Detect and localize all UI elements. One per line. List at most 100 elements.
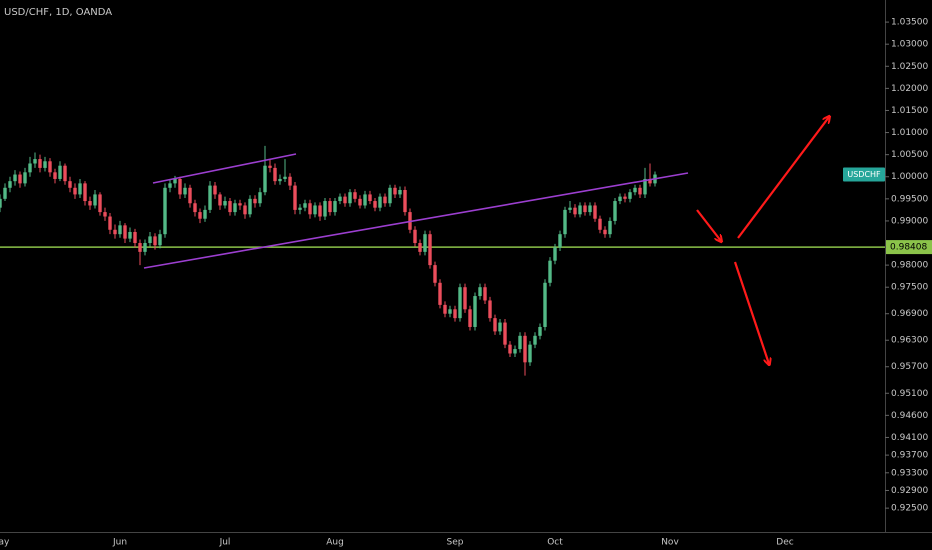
candle-body <box>618 196 622 202</box>
x-tick-label: Dec <box>776 538 793 548</box>
candle-body <box>138 243 142 252</box>
candle-body <box>38 159 42 168</box>
candle-body <box>123 225 127 239</box>
candle-body <box>333 201 337 213</box>
candle-body <box>208 185 212 210</box>
candle-body <box>553 247 557 261</box>
candle-body <box>368 194 372 202</box>
candle-body <box>148 236 152 244</box>
candle-body <box>313 205 317 215</box>
candle-body <box>143 243 147 252</box>
candle-body <box>218 194 222 206</box>
y-tick-label: 0.93300 <box>891 468 928 478</box>
candle-body <box>388 187 392 204</box>
y-tick-label: 1.03500 <box>891 18 928 28</box>
candle-body <box>23 172 27 184</box>
candle-body <box>543 282 547 327</box>
candle-body <box>328 201 332 213</box>
candle-body <box>398 190 402 195</box>
candle-body <box>298 207 302 210</box>
candle-body <box>303 203 307 208</box>
y-tick-label: 0.92500 <box>891 504 928 514</box>
candle-body <box>63 165 67 182</box>
candle-body <box>263 165 267 193</box>
y-tick-label: 1.01500 <box>891 106 928 116</box>
candle-body <box>18 174 22 184</box>
chart-title: USD/CHF, 1D, OANDA <box>4 7 112 18</box>
candle-body <box>228 201 232 213</box>
candle-body <box>418 243 422 252</box>
candle-body <box>58 165 62 179</box>
candle-body <box>613 201 617 221</box>
candle-body <box>503 322 507 345</box>
x-tick-label: Aug <box>326 538 344 548</box>
candle-body <box>383 196 387 204</box>
candle-body <box>323 201 327 217</box>
y-tick-label: 1.02000 <box>891 84 928 94</box>
candle-body <box>113 229 117 235</box>
candle-body <box>293 185 297 210</box>
candle-body <box>598 218 602 230</box>
candle-body <box>178 178 182 195</box>
candle-body <box>558 234 562 248</box>
candle-body <box>258 192 262 204</box>
candle-body <box>473 296 477 327</box>
candle-body <box>488 300 492 319</box>
y-tick-label: 0.95100 <box>891 389 928 399</box>
candle-body <box>533 335 537 345</box>
x-tick-label: Nov <box>661 538 679 548</box>
y-tick-label: 0.92900 <box>891 486 928 496</box>
candle-body <box>353 192 357 199</box>
candle-body <box>428 234 432 266</box>
candle-body <box>478 287 482 297</box>
candle-body <box>163 187 167 235</box>
candle-body <box>8 181 12 188</box>
candle-body <box>288 176 292 186</box>
y-tick-label: 1.02500 <box>891 62 928 72</box>
candle-body <box>583 205 587 213</box>
candle-body <box>278 178 282 182</box>
candle-body <box>318 205 322 217</box>
candle-body <box>538 326 542 336</box>
candle-body <box>373 201 377 208</box>
candle-body <box>108 216 112 230</box>
y-tick-label: 1.00500 <box>891 150 928 160</box>
x-tick-label: May <box>0 538 10 548</box>
x-tick-label: Sep <box>447 538 464 548</box>
candle-body <box>498 322 502 332</box>
candle-body <box>563 209 567 235</box>
candle-body <box>0 198 2 208</box>
arrow <box>696 209 721 241</box>
candle-body <box>268 165 272 168</box>
candle-body <box>573 207 577 215</box>
candle-body <box>88 201 92 206</box>
candle-body <box>78 183 82 195</box>
candle-body <box>68 181 72 188</box>
candle-body <box>628 192 632 199</box>
y-tick-label: 0.97500 <box>891 283 928 293</box>
candle-body <box>548 260 552 283</box>
level-label: 0.98408 <box>890 243 927 253</box>
candle-body <box>463 287 467 310</box>
candle-body <box>3 187 7 199</box>
candle-body <box>413 229 417 244</box>
candle-body <box>363 194 367 206</box>
candle-body <box>48 161 52 173</box>
candle-body <box>158 234 162 246</box>
candle-body <box>203 209 207 219</box>
candle-body <box>528 344 532 363</box>
drawings <box>143 117 829 364</box>
y-tick-label: 1.01000 <box>891 128 928 138</box>
candle-body <box>213 185 217 195</box>
candle-body <box>233 203 237 213</box>
candle-body <box>593 205 597 219</box>
candle-body <box>448 309 452 314</box>
x-tick-label: Jun <box>112 538 127 548</box>
arrow <box>737 117 829 239</box>
candle-body <box>253 198 257 204</box>
candle-body <box>183 187 187 195</box>
candle-body <box>83 183 87 202</box>
candle-body <box>358 198 362 206</box>
